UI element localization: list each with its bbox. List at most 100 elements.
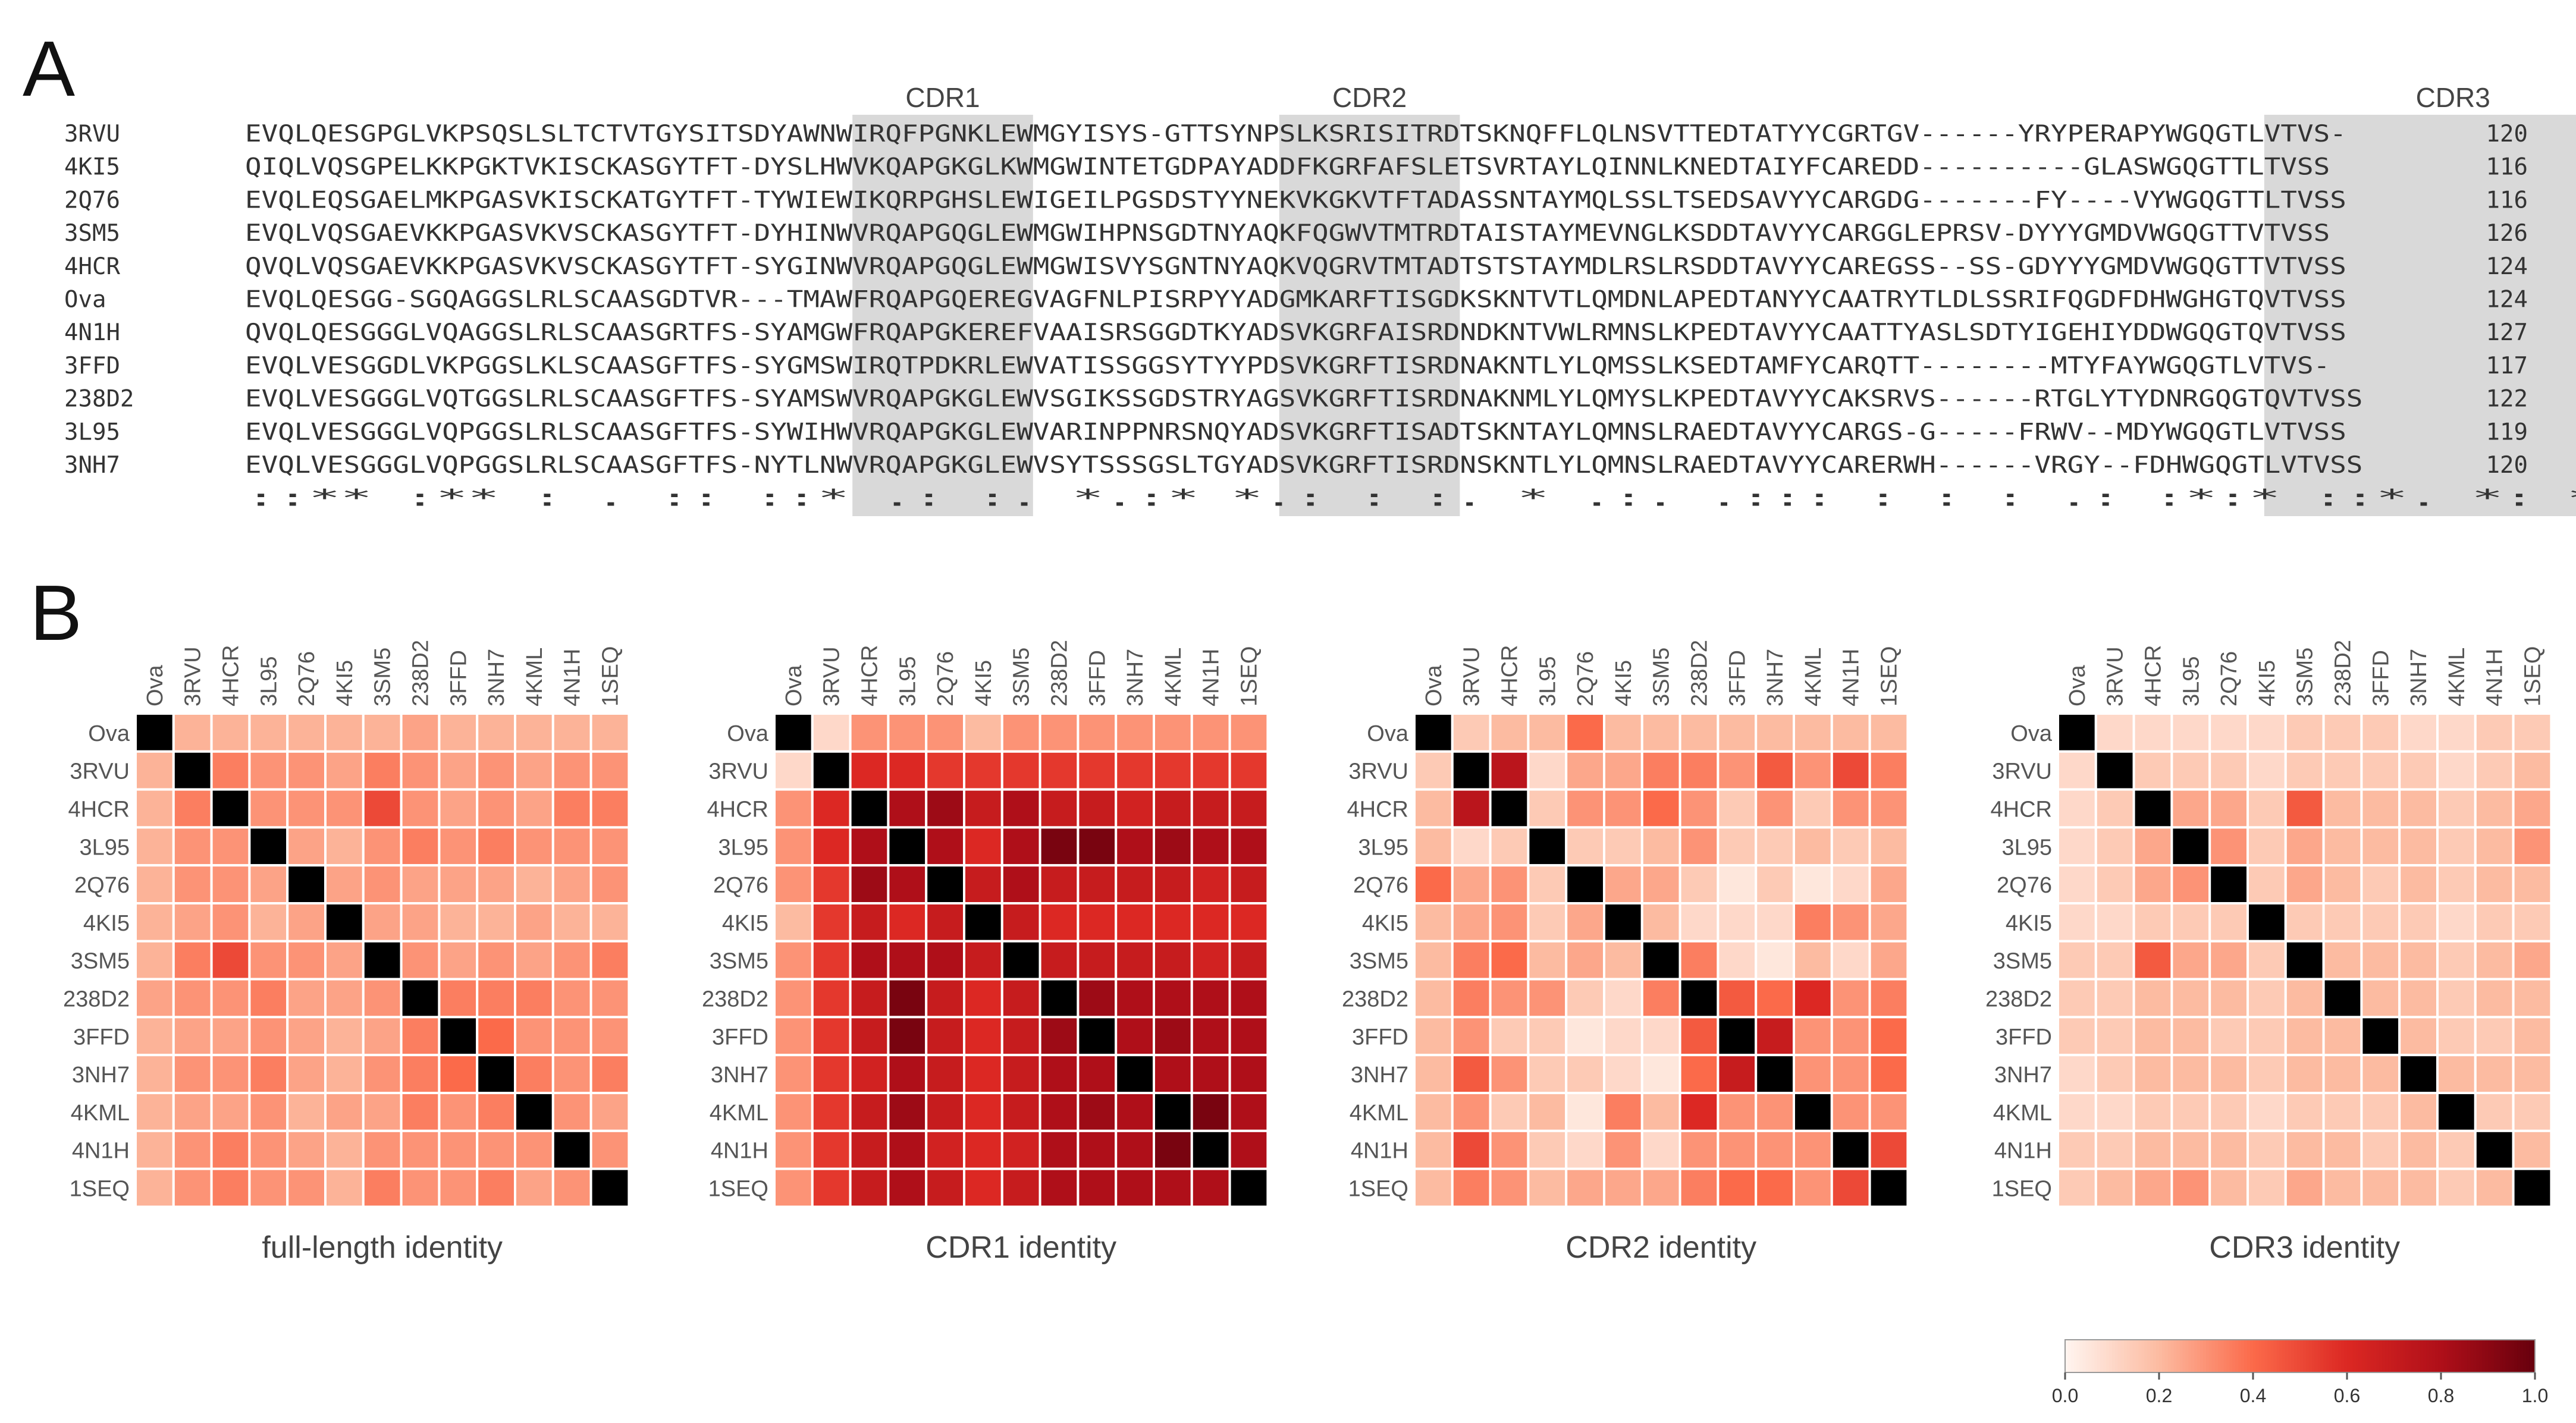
heatmap-cell — [210, 788, 251, 829]
heatmap-panel: Ova Ova 3RVU 3RVU 4HCR 4HCR 3L95 3L95 2Q76 2Q76 4K… — [1985, 640, 2553, 1265]
colorbar-segment — [2214, 1340, 2219, 1372]
heatmap-cell — [1793, 902, 1833, 943]
heatmap-cell — [1228, 788, 1269, 829]
column-label: 2Q76 — [2217, 651, 2242, 706]
colorbar-segment — [2279, 1340, 2283, 1372]
heatmap-cell — [324, 1129, 365, 1170]
colorbar-segment — [2297, 1340, 2301, 1372]
heatmap-cell — [1489, 1054, 1530, 1094]
sequence-row: EVQLEQSGAELMKPGASVKISCKATGYTFT-TYWIEWIKQ… — [245, 187, 2346, 213]
heatmap-cell — [2057, 826, 2097, 867]
heatmap-cell — [925, 712, 965, 753]
heatmap-cell — [514, 788, 554, 829]
heatmap-cell — [2398, 940, 2439, 981]
colorbar-segment — [2470, 1340, 2474, 1372]
heatmap-cell — [324, 940, 365, 981]
colorbar-segment — [2094, 1340, 2098, 1372]
heatmap-cell — [887, 864, 928, 904]
colorbar-segment — [2452, 1340, 2456, 1372]
heatmap-cell — [1077, 712, 1118, 753]
heatmap-cell — [2284, 788, 2325, 829]
heatmap-cell — [134, 864, 175, 904]
heatmap-cell — [551, 864, 592, 904]
colorbar-segment — [2305, 1340, 2310, 1372]
heatmap-cell — [476, 1092, 517, 1132]
heatmap-cell — [1413, 1016, 1454, 1057]
heatmap-cell — [1038, 712, 1080, 753]
colorbar-segment — [2308, 1340, 2313, 1372]
heatmap-cell — [887, 826, 928, 867]
colorbar-segment — [2258, 1340, 2263, 1372]
heatmap-cell — [1565, 750, 1605, 791]
heatmap-cell — [1565, 902, 1605, 943]
colorbar-segment — [2520, 1340, 2524, 1372]
heatmap-cell — [2246, 712, 2287, 753]
heatmap-cell — [2057, 1129, 2097, 1170]
colorbar-segment — [2211, 1340, 2216, 1372]
heatmap-cell — [2512, 788, 2553, 829]
heatmap-cell — [1077, 1092, 1118, 1132]
sequence-row: QVQLQESGGGLVQAGGSLRLSCAASGRTFS-SYAMGWFRQ… — [245, 319, 2346, 346]
heatmap-cell — [1489, 712, 1530, 753]
sequence-length: 120 — [2486, 121, 2528, 147]
heatmap-cell — [1228, 1167, 1269, 1208]
colorbar-segment — [2164, 1340, 2169, 1372]
colorbar-segment — [2235, 1340, 2239, 1372]
heatmap-cell — [2208, 1092, 2249, 1132]
heatmap-cell — [1115, 826, 1155, 867]
sequence-row: EVQLVESGGGLVQTGGSLRLSCAASGFTFS-SYAMSWVRQ… — [245, 386, 2362, 413]
heatmap-cell — [2398, 1167, 2439, 1208]
heatmap-cell — [925, 1129, 965, 1170]
heatmap-cell — [773, 864, 814, 904]
heatmap-cell — [2436, 1092, 2477, 1132]
heatmap-cell — [2170, 1054, 2211, 1094]
colorbar-segment — [2464, 1340, 2468, 1372]
colorbar-segment — [2514, 1340, 2518, 1372]
heatmap-cell — [210, 826, 251, 867]
heatmap-cell — [172, 902, 213, 943]
cdr-label: CDR2 — [1332, 82, 1407, 113]
heatmap-cell — [2132, 788, 2173, 829]
colorbar-segment — [2385, 1340, 2389, 1372]
colorbar-segment — [2405, 1340, 2409, 1372]
column-label: 238D2 — [1047, 640, 1072, 706]
row-label: 1SEQ — [1348, 1177, 1408, 1202]
heatmap-cell — [438, 750, 479, 791]
colorbar-segment — [2443, 1340, 2448, 1372]
column-label: 4N1H — [560, 649, 585, 706]
heatmap-cell — [1793, 826, 1833, 867]
colorbar-segment — [2373, 1340, 2377, 1372]
heatmap-cell — [2094, 1054, 2135, 1094]
colorbar-segment — [2109, 1340, 2113, 1372]
heatmap-cell — [2094, 902, 2135, 943]
column-label: 4HCR — [219, 645, 244, 706]
heatmap-cell — [2474, 1129, 2515, 1170]
heatmap-cell — [2284, 864, 2325, 904]
heatmap-cell — [1793, 978, 1833, 1019]
colorbar-segment — [2358, 1340, 2362, 1372]
heatmap-cell — [2208, 864, 2249, 904]
heatmap-cell — [1489, 1092, 1530, 1132]
heatmap-cell — [324, 978, 365, 1019]
heatmap-cell — [887, 1016, 928, 1057]
heatmap-cell — [2170, 1092, 2211, 1132]
heatmap-cell — [286, 712, 327, 753]
column-label: 3SM5 — [371, 648, 396, 706]
colorbar-segment — [2241, 1340, 2245, 1372]
heatmap-cell — [1565, 1054, 1605, 1094]
colorbar-segment — [2229, 1340, 2233, 1372]
column-label: 4KI5 — [2255, 660, 2280, 706]
sequence-row: EVQLQESGG-SGQAGGSLRLSCAASGDTVR---TMAWFRQ… — [245, 287, 2346, 313]
colorbar-segment — [2179, 1340, 2183, 1372]
heatmap-cell — [849, 1054, 890, 1094]
heatmap-cell — [2512, 750, 2553, 791]
column-label: 3RVU — [820, 646, 845, 706]
colorbar-segment — [2106, 1340, 2110, 1372]
colorbar-segment — [2194, 1340, 2198, 1372]
heatmap-cell — [811, 788, 852, 829]
heatmap-cell — [1755, 978, 1795, 1019]
heatmap-cell — [1678, 712, 1720, 753]
heatmap-cell — [1190, 788, 1231, 829]
heatmap-cell — [1793, 1016, 1833, 1057]
column-label: 3NH7 — [1763, 649, 1788, 706]
